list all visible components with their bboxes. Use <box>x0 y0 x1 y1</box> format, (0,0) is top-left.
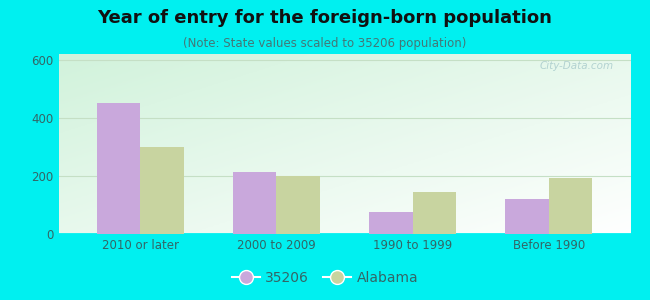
Bar <box>276 176 320 234</box>
Text: City-Data.com: City-Data.com <box>540 61 614 71</box>
Bar <box>505 199 549 234</box>
Bar <box>233 172 276 234</box>
Bar <box>413 192 456 234</box>
Legend: 35206, Alabama: 35206, Alabama <box>226 265 424 290</box>
Bar <box>140 147 184 234</box>
Text: Year of entry for the foreign-born population: Year of entry for the foreign-born popul… <box>98 9 552 27</box>
Bar <box>97 103 140 234</box>
Text: (Note: State values scaled to 35206 population): (Note: State values scaled to 35206 popu… <box>183 38 467 50</box>
Bar <box>549 178 592 234</box>
Bar <box>369 212 413 234</box>
